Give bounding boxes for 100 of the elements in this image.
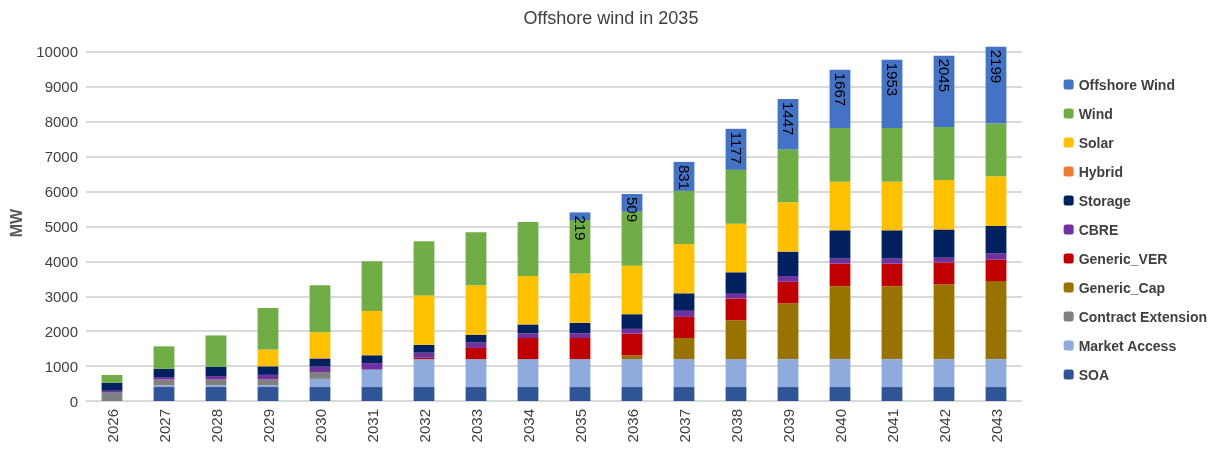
x-tick-label: 2032: [415, 409, 433, 443]
bar: [569, 273, 591, 323]
x-tick-label: 2028: [207, 409, 225, 443]
data-label: 1447: [779, 102, 797, 136]
data-label: 1953: [883, 62, 901, 97]
x-tick-label: 2027: [155, 409, 173, 443]
bar: [725, 387, 747, 401]
bar: [621, 355, 643, 360]
bar: [985, 387, 1007, 401]
bar: [413, 344, 435, 353]
legend-label: Market Access: [1078, 337, 1177, 354]
bar: [621, 314, 643, 329]
bar: [881, 181, 903, 231]
bar: [205, 376, 227, 380]
bar: [777, 359, 799, 388]
bar: [673, 190, 695, 244]
y-tick-label: 10000: [36, 43, 78, 61]
legend-label: SOA: [1078, 366, 1109, 383]
bar: [673, 316, 695, 338]
bar: [881, 359, 903, 388]
bar: [153, 377, 175, 380]
bar: [985, 259, 1007, 282]
bar: [933, 262, 955, 285]
x-tick-label: 2041: [883, 409, 901, 443]
bar: [933, 387, 955, 401]
bar: [413, 359, 435, 388]
bar: [413, 387, 435, 401]
x-tick-label: 2030: [311, 409, 329, 443]
bar: [881, 286, 903, 360]
bar: [673, 310, 695, 317]
bar: [361, 369, 383, 388]
bar: [725, 223, 747, 273]
legend-label: Generic_VER: [1078, 250, 1168, 267]
bar: [309, 372, 331, 379]
bar: [881, 230, 903, 259]
y-tick-label: 5000: [44, 217, 78, 235]
legend-label: Wind: [1078, 105, 1113, 122]
y-tick-label: 2000: [44, 322, 78, 340]
bar: [465, 334, 487, 343]
y-tick-label: 8000: [44, 113, 78, 131]
bar: [153, 346, 175, 369]
bar: [101, 382, 123, 391]
bar: [725, 320, 747, 360]
y-tick-label: 3000: [44, 287, 78, 305]
bar: [933, 284, 955, 360]
bar: [777, 303, 799, 360]
x-tick-label: 2026: [103, 409, 121, 443]
x-tick-label: 2036: [623, 409, 641, 443]
bar: [569, 359, 591, 388]
data-label: 219: [571, 215, 589, 241]
bar: [569, 333, 591, 338]
y-tick-label: 1000: [44, 357, 78, 375]
legend-label: Generic_Cap: [1078, 279, 1166, 296]
bar: [309, 387, 331, 401]
bar: [673, 338, 695, 360]
x-tick-label: 2033: [467, 409, 485, 443]
y-tick-label: 0: [69, 392, 78, 410]
data-label: 2199: [987, 49, 1005, 84]
legend-label: Hybrid: [1078, 163, 1123, 180]
x-tick-label: 2042: [935, 409, 953, 443]
bar: [569, 338, 591, 360]
bar: [101, 392, 123, 401]
bar: [777, 276, 799, 282]
bar: [153, 387, 175, 401]
bar: [933, 359, 955, 388]
bar: [517, 359, 539, 388]
bar: [985, 225, 1007, 254]
bar: [829, 258, 851, 264]
bar: [829, 127, 851, 182]
bar: [621, 333, 643, 356]
bar: [465, 232, 487, 286]
bar: [465, 285, 487, 335]
x-tick-label: 2038: [727, 409, 745, 443]
bar: [881, 258, 903, 264]
bar: [829, 181, 851, 231]
bar: [465, 359, 487, 388]
bar: [621, 328, 643, 334]
bar: [517, 324, 539, 334]
bar: [205, 387, 227, 401]
bar: [985, 253, 1007, 260]
y-tick-label: 7000: [44, 148, 78, 166]
bar: [725, 169, 747, 224]
data-label: 1177: [727, 131, 745, 165]
bar: [985, 123, 1007, 177]
bar: [361, 355, 383, 364]
bar: [933, 229, 955, 258]
bar: [777, 202, 799, 252]
bar: [569, 322, 591, 334]
bar: [829, 230, 851, 259]
bar: [985, 359, 1007, 388]
bar: [829, 387, 851, 401]
bar: [985, 176, 1007, 226]
bar: [881, 263, 903, 287]
bar: [569, 387, 591, 401]
bar: [257, 349, 279, 367]
bar: [517, 221, 539, 277]
bar: [777, 281, 799, 304]
bar: [257, 308, 279, 350]
bar: [413, 352, 435, 358]
data-label: 1667: [831, 72, 849, 107]
